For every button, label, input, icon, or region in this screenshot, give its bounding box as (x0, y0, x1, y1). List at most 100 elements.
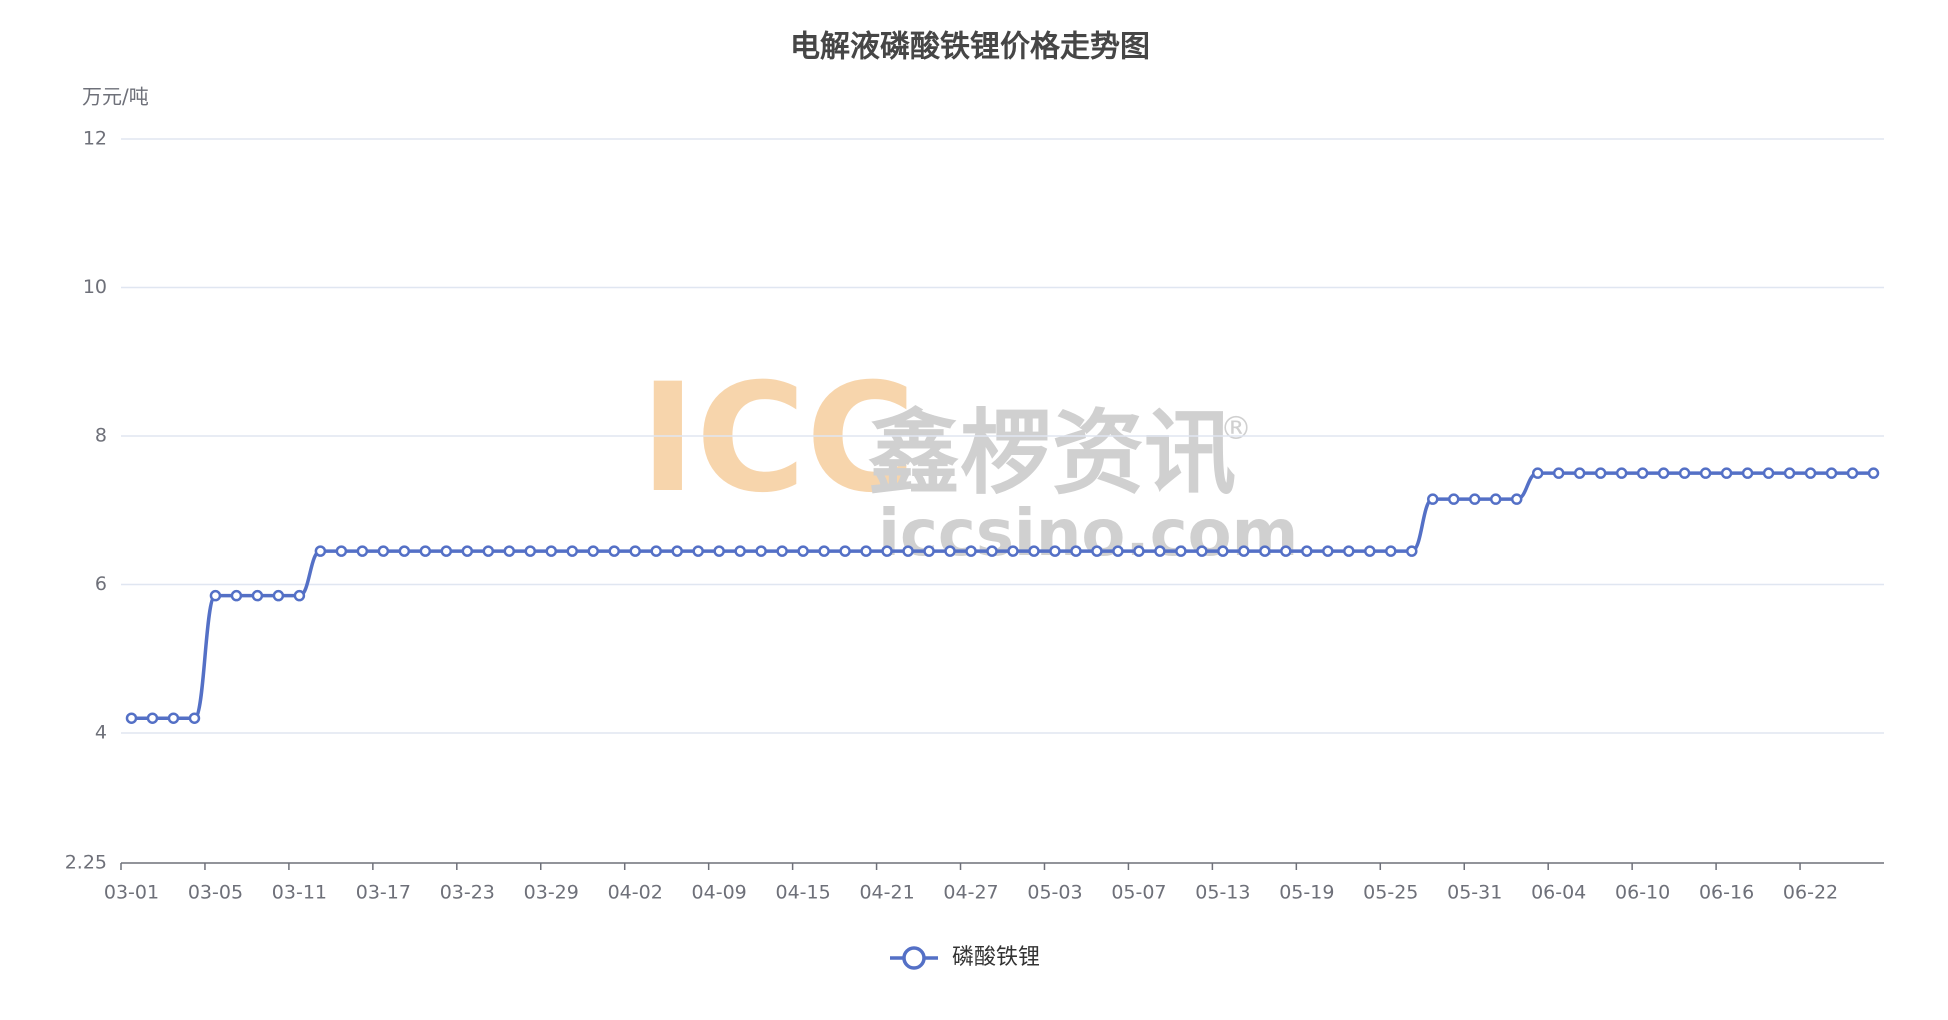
point (1343, 545, 1355, 557)
point (1699, 467, 1712, 479)
watermark: ICC 鑫椤资讯 ® iccsino.com (640, 352, 1298, 571)
point (671, 545, 683, 557)
point (881, 545, 893, 557)
legend-marker (902, 946, 926, 970)
y-tick-label: 4 (95, 722, 107, 744)
x-tick-label: 04-15 (776, 882, 831, 904)
point (1070, 545, 1082, 557)
point (1657, 467, 1670, 479)
point (398, 545, 411, 557)
point (167, 712, 180, 724)
legend-item: 磷酸铁锂 (890, 945, 1040, 970)
point (1552, 467, 1565, 479)
point (293, 589, 306, 602)
x-tick-label: 06-16 (1699, 882, 1754, 904)
x-tick-label: 05-13 (1195, 882, 1250, 904)
x-tick-label: 05-07 (1111, 882, 1166, 904)
point (965, 545, 977, 557)
x-tick-label: 03-17 (356, 882, 411, 904)
y-axis-label: 万元/吨 (82, 85, 149, 109)
point (692, 545, 704, 557)
point (755, 545, 767, 557)
x-tick-label: 04-02 (608, 882, 663, 904)
chart-title: 电解液磷酸铁锂价格走势图 (790, 30, 1150, 65)
x-tick-label: 06-04 (1531, 882, 1586, 904)
point (1846, 467, 1859, 479)
point (1594, 467, 1607, 479)
point (524, 545, 537, 557)
point (356, 545, 369, 557)
point (1804, 467, 1817, 479)
point (1741, 467, 1754, 479)
point (1573, 467, 1586, 479)
x-tick-label: 03-05 (188, 882, 243, 904)
y-tick-label: 12 (83, 128, 107, 150)
watermark-site: iccsino.com (878, 497, 1298, 571)
point (734, 545, 746, 557)
x-tick-label: 03-29 (524, 882, 579, 904)
point (1049, 545, 1061, 557)
point (272, 589, 285, 602)
point (986, 545, 998, 557)
x-tick-label: 05-03 (1027, 882, 1082, 904)
point (1489, 493, 1502, 505)
x-tick-label: 06-10 (1615, 882, 1670, 904)
point (1427, 493, 1439, 505)
point (944, 545, 956, 557)
point (1028, 545, 1040, 557)
point (1112, 545, 1124, 557)
point (1615, 467, 1628, 479)
x-tick-label: 04-21 (859, 882, 914, 904)
point (335, 545, 348, 557)
point (1133, 545, 1145, 557)
x-tick-label: 04-27 (943, 882, 998, 904)
point (1510, 493, 1523, 505)
point (1238, 545, 1250, 557)
point (1406, 545, 1418, 557)
y-tick-label: 2.25 (65, 852, 107, 874)
point (230, 589, 243, 602)
point (1636, 467, 1649, 479)
point (146, 712, 159, 724)
point (1678, 467, 1691, 479)
y-tick-label: 10 (83, 276, 107, 298)
point (566, 545, 578, 557)
point (1259, 545, 1271, 557)
point (1217, 545, 1229, 557)
point (839, 545, 851, 557)
point (1280, 545, 1292, 557)
legend-label: 磷酸铁锂 (952, 945, 1040, 970)
point (1825, 467, 1838, 479)
point (650, 545, 662, 557)
x-tick-label: 04-09 (692, 882, 747, 904)
point (314, 545, 327, 557)
x-tick-label: 03-11 (272, 882, 327, 904)
point (1783, 467, 1796, 479)
x-tick-label: 06-22 (1783, 882, 1838, 904)
point (251, 589, 264, 602)
x-tick-label: 05-31 (1447, 882, 1502, 904)
point (377, 545, 390, 557)
point (482, 545, 495, 557)
point (1720, 467, 1733, 479)
point (923, 545, 935, 557)
point (608, 545, 620, 557)
point (545, 545, 558, 557)
point (713, 545, 725, 557)
watermark-mark: ® (1220, 409, 1252, 447)
point (1196, 545, 1208, 557)
x-tick-label: 03-01 (104, 882, 159, 904)
point (1447, 493, 1460, 505)
point (797, 545, 809, 557)
point (1364, 545, 1376, 557)
point (419, 545, 432, 557)
watermark-logo: ICC (640, 352, 916, 526)
y-tick-label: 6 (95, 573, 107, 595)
point (629, 545, 641, 557)
point (1091, 545, 1103, 557)
x-tick-label: 05-25 (1363, 882, 1418, 904)
point (1301, 545, 1313, 557)
y-tick-label: 8 (95, 425, 107, 447)
point (188, 712, 201, 724)
